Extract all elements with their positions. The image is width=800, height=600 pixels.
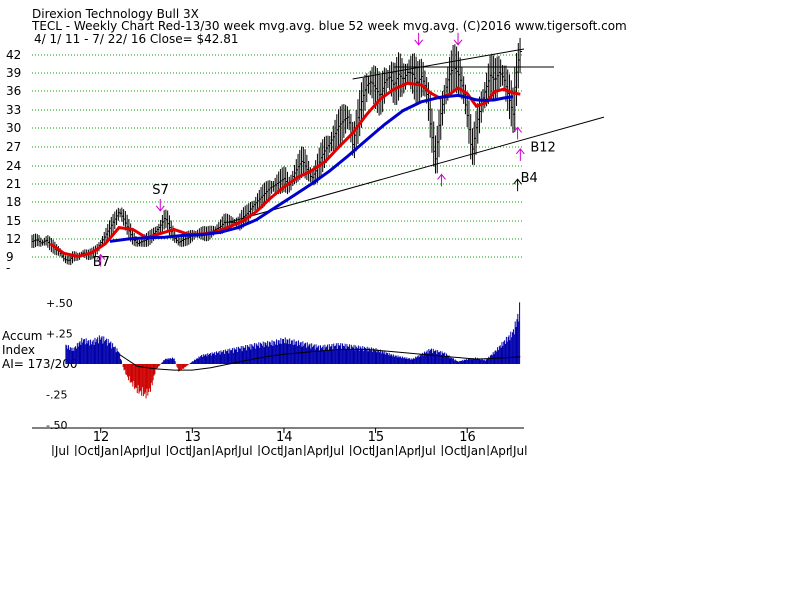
signal-arrowhead [453, 39, 463, 46]
signal-arrowhead [96, 253, 106, 260]
signal-arrowhead [155, 205, 165, 212]
y-tick-label: 27 [6, 140, 21, 154]
signal-label: B12 [530, 140, 555, 155]
accum-label: Index [2, 343, 35, 357]
x-year-label: 14 [276, 430, 293, 445]
signal-arrowhead [437, 173, 446, 180]
accum-label: Accum [2, 329, 43, 343]
trendline-support [228, 116, 605, 223]
y-tick-label: 18 [6, 195, 21, 209]
chart-title: Direxion Technology Bull 3X [32, 7, 199, 21]
accum-moving-average [118, 348, 521, 371]
x-month-label: Oct [169, 444, 190, 458]
accum-y-tick-label: +.50 [46, 297, 73, 310]
x-month-label: Apr [398, 444, 419, 458]
x-month-label: Jul [329, 444, 344, 458]
price-gridlines [32, 54, 524, 258]
x-year-label: 13 [184, 430, 201, 445]
y-tick-label: 24 [6, 159, 21, 173]
y-tick-label: - [6, 261, 10, 275]
x-year-label: 16 [459, 430, 476, 445]
y-tick-label: 36 [6, 84, 21, 98]
signal-label: B4 [521, 171, 538, 186]
signal-label: B7 [93, 255, 110, 270]
x-month-label: Jul [512, 444, 527, 458]
x-month-label: Jul [146, 444, 161, 458]
x-month-label: Jan [466, 444, 486, 458]
accum-y-tick-label: -.25 [46, 389, 67, 402]
date-range-close: 4/ 1/ 11 - 7/ 22/ 16 Close= $42.81 [34, 32, 239, 46]
x-month-label: Apr [124, 444, 145, 458]
y-tick-label: 12 [6, 232, 21, 246]
x-month-label: Jan [283, 444, 303, 458]
x-month-label: Jan [100, 444, 120, 458]
y-tick-label: 42 [6, 48, 21, 62]
y-tick-label: 33 [6, 103, 21, 117]
x-month-label: Apr [307, 444, 328, 458]
x-month-label: Oct [444, 444, 465, 458]
price-bars [31, 37, 523, 266]
signal-arrowhead [513, 126, 522, 133]
accum-ai-label: AI= 173/200 [2, 357, 77, 371]
trendline-upper [352, 48, 525, 80]
x-month-label: Jan [375, 444, 395, 458]
accum-y-tick-label: -.50 [46, 419, 67, 432]
y-tick-label: 21 [6, 177, 21, 191]
y-tick-label: 30 [6, 121, 21, 135]
signal-label: S7 [152, 183, 169, 198]
x-month-label: Jul [420, 444, 435, 458]
ma-52-line [109, 93, 514, 243]
signal-arrowhead [513, 178, 522, 185]
x-month-label: Jul [54, 444, 69, 458]
x-month-label: Jan [191, 444, 211, 458]
accum-y-tick-label: +.25 [46, 328, 73, 341]
x-month-label: Oct [78, 444, 99, 458]
y-tick-label: 15 [6, 214, 21, 228]
x-year-label: 15 [368, 430, 385, 445]
ma-13-30-line [49, 81, 521, 258]
x-month-label: Apr [215, 444, 236, 458]
x-month-label: Apr [490, 444, 511, 458]
signal-arrowhead [414, 39, 424, 46]
y-tick-label: 9 [6, 250, 14, 264]
x-month-label: Oct [261, 444, 282, 458]
x-year-label: 12 [93, 430, 110, 445]
x-month-label: Oct [353, 444, 374, 458]
signal-arrowhead [515, 148, 525, 155]
accum-bars [65, 302, 521, 399]
chart-subtitle: TECL - Weekly Chart Red-13/30 week mvg.a… [32, 19, 627, 33]
x-month-label: Jul [237, 444, 252, 458]
y-tick-label: 39 [6, 66, 21, 80]
